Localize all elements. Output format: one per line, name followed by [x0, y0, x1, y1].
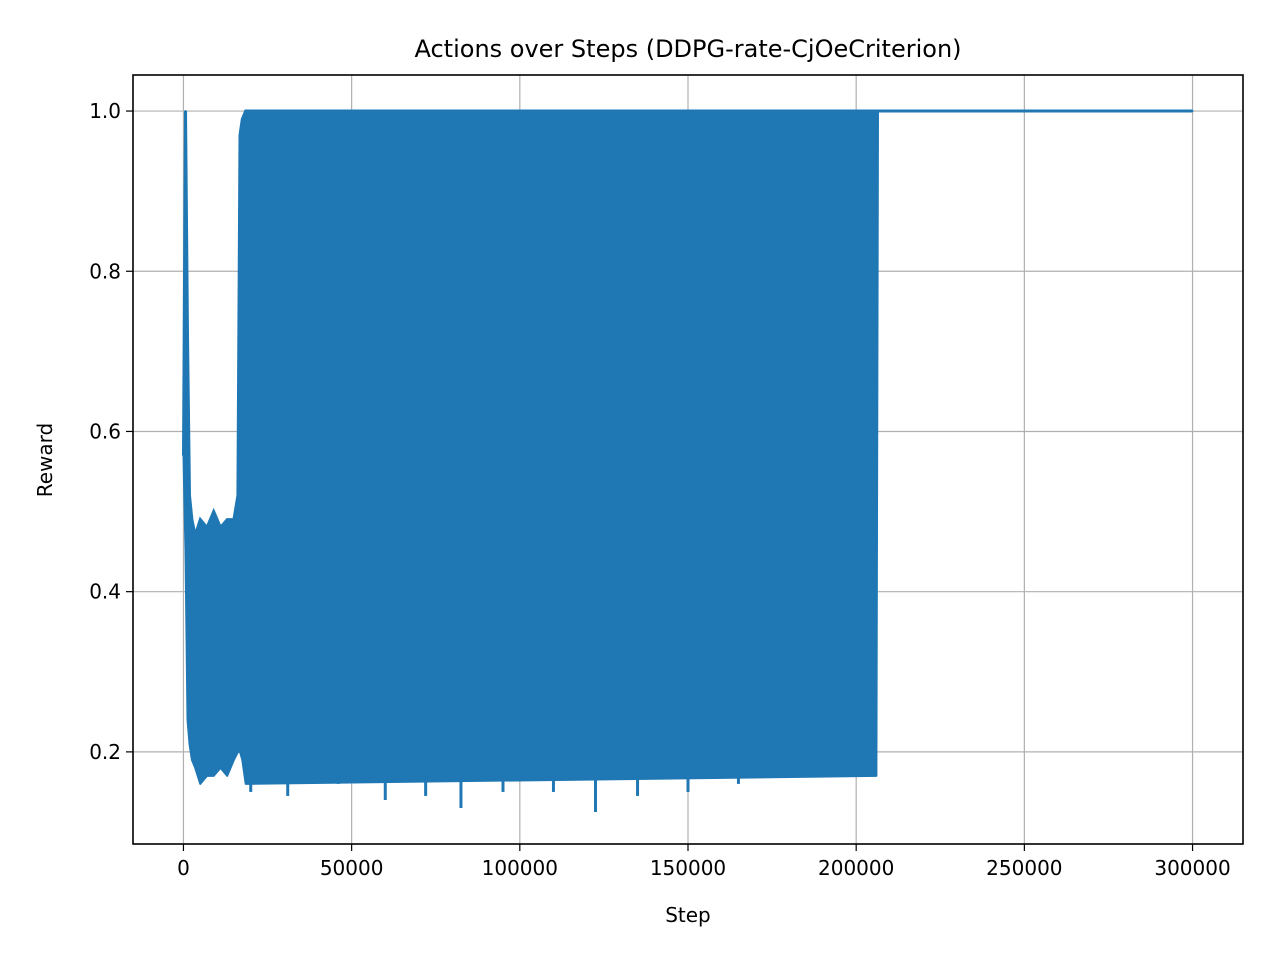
y-tick-label: 0.8 — [89, 259, 121, 283]
series-line — [182, 109, 1193, 542]
chart-title: Actions over Steps (DDPG-rate-CjOeCriter… — [414, 35, 961, 63]
x-axis-label: Step — [665, 903, 711, 927]
x-tick-label: 250000 — [986, 856, 1062, 880]
x-tick-label: 0 — [177, 856, 190, 880]
y-tick-label: 0.6 — [89, 419, 121, 443]
x-tick-label: 200000 — [818, 856, 894, 880]
tick-layer: 0 50000 100000 150000 200000 250000 300000 0.2 0… — [89, 99, 1231, 880]
y-axis-label: Reward — [33, 423, 57, 497]
x-tick-label: 300000 — [1154, 856, 1230, 880]
x-tick-label: 100000 — [482, 856, 558, 880]
y-tick-label: 1.0 — [89, 99, 121, 123]
x-tick-label: 50000 — [320, 856, 384, 880]
y-tick-label: 0.4 — [89, 580, 121, 604]
y-tick-label: 0.2 — [89, 740, 121, 764]
x-tick-label: 150000 — [650, 856, 726, 880]
series-layer — [182, 109, 1194, 812]
